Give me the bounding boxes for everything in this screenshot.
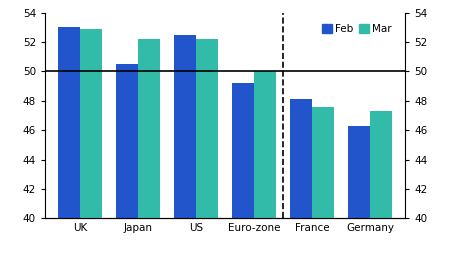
Bar (80, 29, 102, 254)
Bar (196, 39, 218, 254)
Bar (290, 99, 312, 254)
Bar (370, 111, 392, 254)
Bar (116, 64, 138, 254)
Bar (174, 35, 196, 254)
Bar (232, 83, 254, 254)
Bar (138, 39, 160, 254)
Legend: Feb, Mar: Feb, Mar (318, 20, 396, 38)
Bar (58, 27, 80, 254)
Bar (348, 126, 370, 254)
Bar (254, 71, 276, 254)
Bar (312, 107, 334, 254)
